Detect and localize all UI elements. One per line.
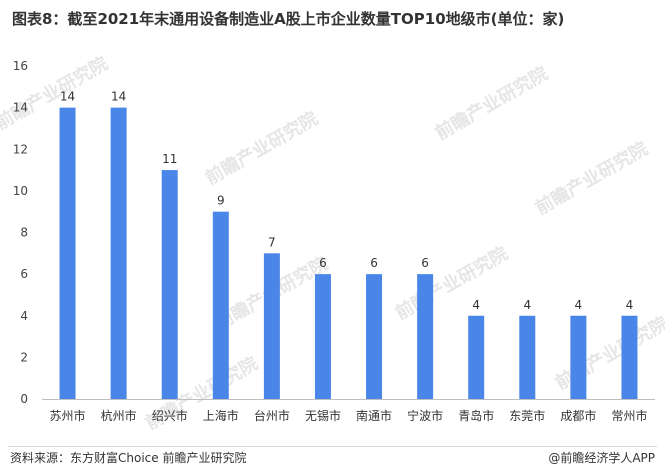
x-tick-label: 上海市 — [203, 408, 239, 423]
bar — [314, 274, 331, 399]
data-label: 4 — [523, 298, 531, 312]
x-axis: 苏州市 杭州市 绍兴市 上海市 台州市 无锡市 南通市 宁波市 青岛市 东莞市 成都市 常州市 — [42, 399, 655, 423]
footer-divider — [8, 446, 657, 447]
x-tick-label: 台州市 — [254, 408, 290, 423]
y-tick-label: 10 — [13, 184, 28, 198]
bar — [468, 315, 485, 399]
brand-credit: @前瞻经济学人APP — [548, 451, 655, 465]
x-tick-label: 常州市 — [611, 408, 647, 423]
footer: 资料来源：东方财富Choice 前瞻产业研究院 @前瞻经济学人APP — [0, 446, 665, 468]
bar — [417, 274, 434, 399]
data-label: 6 — [370, 256, 378, 270]
bar — [570, 315, 587, 399]
bar — [59, 107, 76, 399]
y-tick-label: 16 — [13, 59, 28, 73]
data-label: 14 — [60, 90, 75, 104]
y-tick-label: 6 — [20, 267, 28, 281]
x-tick-label: 杭州市 — [101, 408, 137, 423]
watermark-text: 前瞻产业研究院 — [432, 62, 552, 144]
bar — [110, 107, 127, 399]
data-label: 4 — [472, 298, 480, 312]
y-tick-label: 8 — [20, 226, 28, 240]
watermark-text: 前瞻产业研究院 — [202, 107, 322, 189]
x-tick-label: 东莞市 — [509, 408, 545, 423]
bar — [621, 315, 638, 399]
y-tick-label: 2 — [20, 350, 28, 364]
bar — [263, 253, 280, 399]
bar — [161, 170, 178, 399]
y-tick-label: 4 — [20, 309, 28, 323]
x-tick-label: 无锡市 — [305, 408, 341, 423]
data-label: 4 — [575, 298, 583, 312]
data-label: 14 — [111, 90, 126, 104]
data-label: 9 — [217, 194, 225, 208]
data-label: 6 — [421, 256, 429, 270]
data-labels: 14 14 11 9 7 6 6 6 4 4 4 4 — [60, 90, 633, 312]
chart-title: 图表8：截至2021年末通用设备制造业A股上市企业数量TOP10地级市(单位：家… — [12, 10, 565, 28]
y-axis: 0 2 4 6 8 10 12 14 16 — [13, 59, 28, 406]
x-tick-label: 南通市 — [356, 408, 392, 423]
bar — [366, 274, 383, 399]
x-tick-label: 青岛市 — [458, 408, 494, 423]
bar — [519, 315, 536, 399]
watermark-layer: 前瞻产业研究院前瞻产业研究院前瞻产业研究院前瞻产业研究院前瞻产业研究院前瞻产业研… — [0, 52, 665, 434]
y-tick-label: 0 — [20, 392, 28, 406]
bar-chart: 前瞻产业研究院前瞻产业研究院前瞻产业研究院前瞻产业研究院前瞻产业研究院前瞻产业研… — [0, 52, 665, 434]
watermark-text: 前瞻产业研究院 — [552, 312, 665, 394]
x-tick-label: 苏州市 — [50, 408, 86, 423]
data-label: 7 — [268, 235, 276, 249]
data-label: 6 — [319, 256, 327, 270]
bar — [212, 211, 229, 399]
data-label: 4 — [626, 298, 634, 312]
y-tick-label: 12 — [13, 142, 28, 156]
bars — [59, 107, 638, 399]
watermark-text: 前瞻产业研究院 — [532, 137, 652, 219]
x-tick-label: 成都市 — [560, 408, 596, 423]
y-tick-label: 14 — [13, 101, 28, 115]
x-tick-label: 绍兴市 — [152, 408, 188, 423]
watermark-text: 前瞻产业研究院 — [392, 242, 512, 324]
x-tick-label: 宁波市 — [407, 408, 443, 423]
data-label: 11 — [162, 152, 177, 166]
source-note: 资料来源：东方财富Choice 前瞻产业研究院 — [10, 451, 247, 465]
